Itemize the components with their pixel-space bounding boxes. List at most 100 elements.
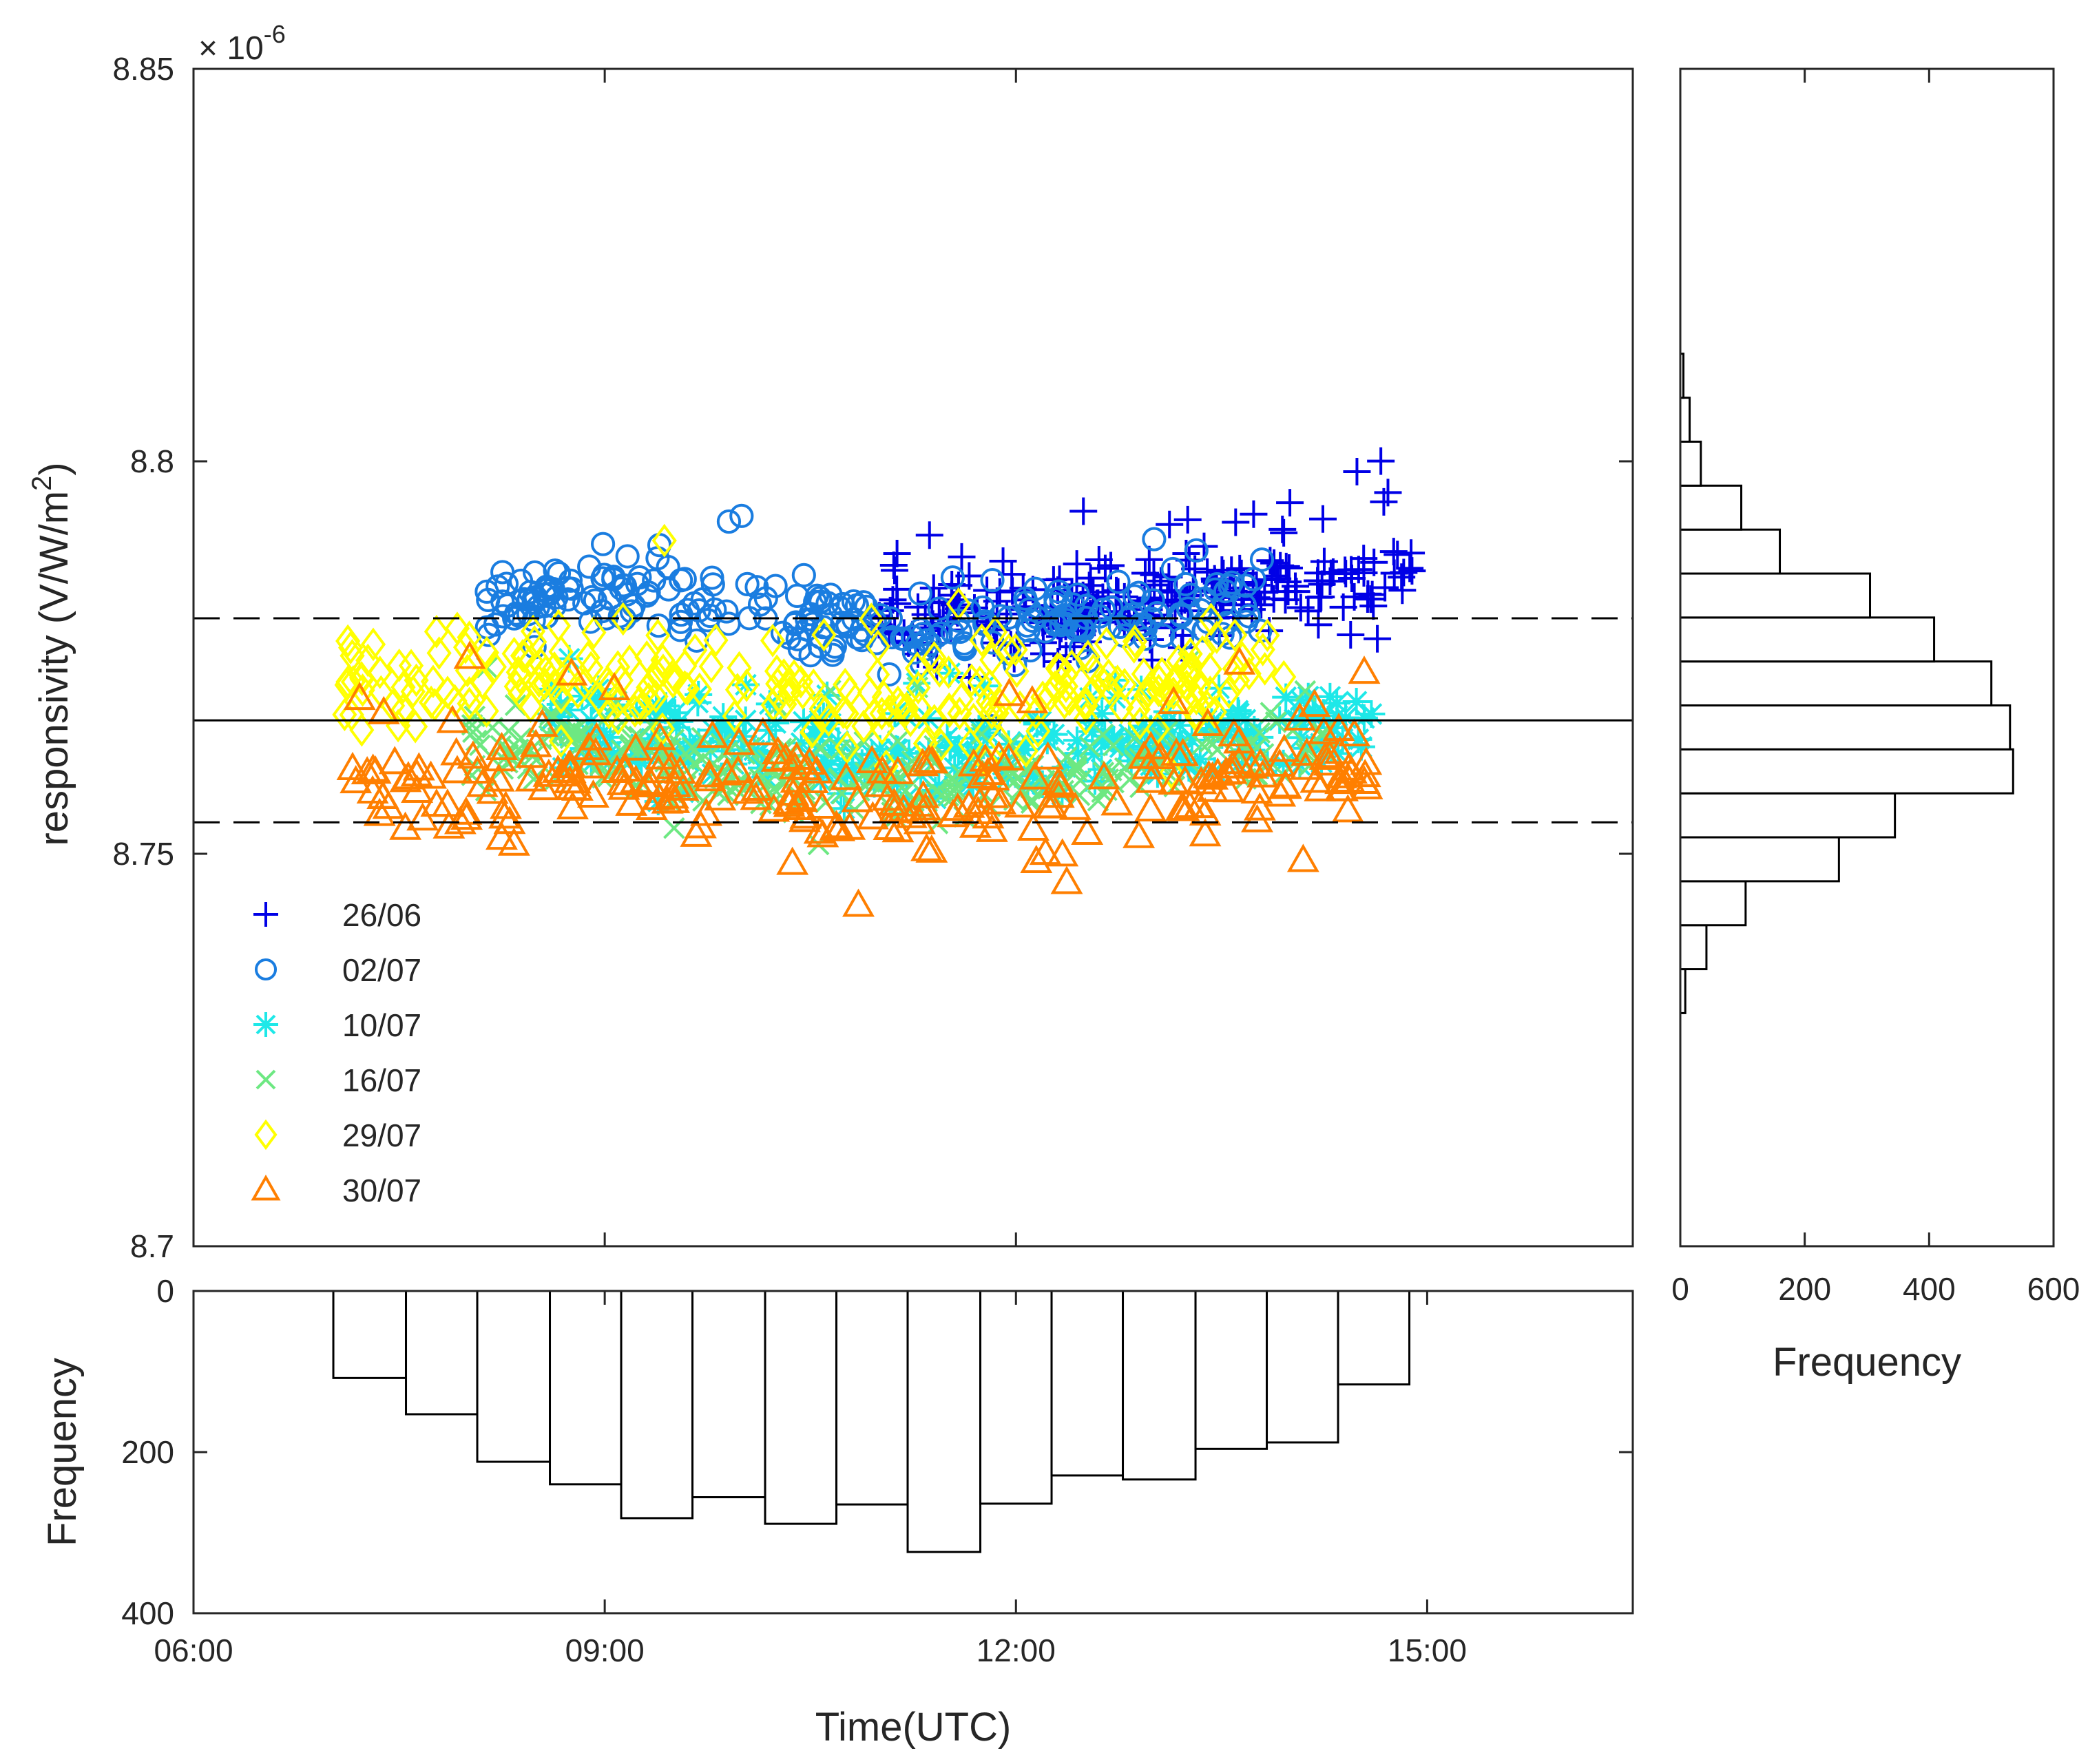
data-point-plus (1257, 565, 1286, 594)
data-point-triangle (1189, 797, 1222, 826)
data-point-asterisk (597, 737, 625, 765)
data-point-x (1078, 735, 1101, 758)
data-point-plus (1069, 497, 1098, 525)
data-point-plus (1085, 545, 1113, 574)
data-point-diamond (367, 655, 393, 689)
data-point-diamond (623, 694, 648, 728)
data-point-asterisk (554, 696, 583, 724)
data-point-plus (1343, 457, 1371, 485)
data-point-asterisk (713, 714, 741, 742)
data-point-diamond (634, 640, 660, 674)
data-point-diamond (1073, 684, 1098, 719)
time-histogram-bar (1337, 1290, 1411, 1386)
data-point-circle (615, 544, 640, 569)
data-point-diamond (811, 618, 837, 652)
time-histogram-bar (1194, 1290, 1268, 1450)
x-tick-label: 600 (2027, 1271, 2080, 1307)
data-point-triangle (881, 755, 915, 784)
data-point-plus (1329, 593, 1357, 621)
data-point-triangle (977, 779, 1010, 808)
data-point-diamond (1133, 679, 1158, 713)
data-point-triangle (1263, 748, 1296, 777)
data-point-plus (1135, 545, 1163, 574)
data-point-circle (1173, 571, 1198, 597)
data-point-asterisk (1080, 740, 1108, 768)
data-point-circle (627, 565, 652, 590)
data-point-asterisk (1357, 700, 1386, 728)
data-point-triangle (1235, 750, 1268, 779)
data-point-circle (684, 628, 709, 653)
data-point-diamond (390, 693, 416, 727)
data-point-plus (1319, 558, 1347, 587)
data-point-circle (1054, 611, 1079, 636)
data-point-triangle (363, 797, 396, 826)
data-point-triangle (1058, 791, 1092, 820)
data-point-circle (747, 592, 773, 617)
data-point-diamond (1075, 640, 1100, 673)
data-point-circle (1106, 569, 1131, 594)
y-multiplier-exponent: -6 (264, 20, 286, 48)
data-point-circle (669, 602, 693, 627)
data-point-triangle (1308, 741, 1341, 770)
data-point-triangle (704, 782, 737, 811)
data-point-asterisk (809, 702, 837, 731)
legend-item: 29/07 (254, 1117, 421, 1153)
data-point-asterisk (665, 707, 693, 735)
data-point-circle (609, 576, 634, 601)
data-point-diamond (1198, 675, 1223, 709)
data-point-plus (1396, 554, 1424, 582)
data-point-diamond (1096, 672, 1122, 706)
data-point-diamond (403, 709, 428, 744)
data-point-diamond (457, 686, 482, 721)
data-point-triangle (561, 772, 594, 801)
data-point-circle (1126, 580, 1151, 605)
data-point-diamond (865, 629, 891, 664)
data-point-triangle (963, 786, 996, 815)
data-point-diamond (834, 697, 859, 731)
data-point-triangle (1331, 794, 1364, 823)
responsivity-histogram-bar (1679, 528, 1782, 575)
data-point-plus (1245, 578, 1273, 606)
data-point-diamond (834, 731, 860, 765)
data-point-triangle (1127, 740, 1160, 769)
data-point-circle (868, 603, 893, 628)
data-point-plus (983, 587, 1011, 616)
data-point-diamond (335, 665, 361, 699)
data-point-triangle (941, 792, 974, 821)
data-point-x (463, 705, 486, 728)
data-point-asterisk (1350, 704, 1378, 732)
data-point-triangle (461, 755, 494, 784)
time-histogram-bars (332, 1290, 1411, 1553)
data-point-asterisk (586, 721, 614, 749)
time-histogram-bar (332, 1290, 408, 1379)
data-point-asterisk (685, 680, 713, 708)
data-point-plus (1173, 505, 1202, 534)
data-point-plus (883, 539, 911, 567)
data-point-diamond (861, 697, 886, 732)
data-point-circle (807, 634, 833, 659)
data-point-diamond (984, 696, 1010, 731)
data-point-diamond (360, 627, 386, 662)
data-point-asterisk (1224, 697, 1252, 725)
data-point-diamond (1131, 657, 1156, 691)
data-point-triangle (497, 827, 530, 856)
data-point-triangle (598, 671, 631, 700)
data-point-plus (1260, 585, 1288, 613)
data-point-triangle (864, 768, 897, 797)
legend-marker-circle (254, 958, 278, 981)
data-point-circle (785, 627, 810, 651)
data-point-diamond (419, 685, 444, 720)
data-point-triangle (873, 811, 906, 840)
responsivity-histogram-bar (1679, 748, 2014, 795)
data-point-diamond (703, 623, 729, 658)
data-point-triangle (572, 750, 605, 779)
data-point-diamond (643, 680, 669, 713)
data-point-diamond (898, 704, 923, 737)
data-point-diamond (790, 676, 815, 710)
data-point-diamond (1202, 695, 1228, 729)
data-point-circle (1242, 567, 1266, 591)
data-point-asterisk (1166, 711, 1194, 739)
data-point-diamond (1271, 660, 1297, 694)
data-point-triangle (1210, 756, 1242, 785)
data-point-plus (1383, 540, 1412, 569)
